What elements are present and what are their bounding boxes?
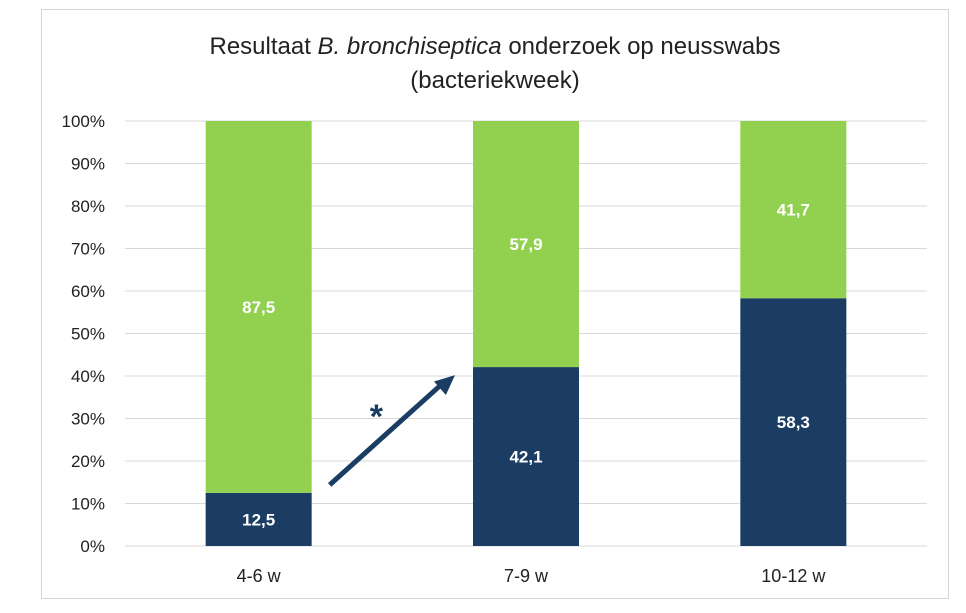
- bar-segment-1: [740, 298, 847, 546]
- title-italic: B. bronchiseptica: [317, 33, 502, 60]
- data-label: 42,1: [509, 448, 542, 467]
- arrow-head: [434, 375, 455, 396]
- y-tick-label: 60%: [71, 282, 105, 301]
- data-label: 12,5: [242, 510, 275, 529]
- bar-segment-1: [205, 492, 312, 546]
- y-tick-label: 90%: [71, 155, 105, 174]
- data-label: 87,5: [242, 298, 275, 317]
- data-label: 58,3: [777, 413, 810, 432]
- significance-marker: *: [370, 398, 384, 436]
- data-label: 41,7: [777, 201, 810, 220]
- annotation: *: [327, 375, 455, 487]
- y-tick-label: 70%: [71, 240, 105, 259]
- x-axis: 4-6 w 7-9 w 10-12 w: [237, 566, 827, 586]
- x-category-label: 7-9 w: [504, 566, 549, 586]
- chart-title: Resultaat B. bronchiseptica onderzoek op…: [41, 30, 949, 98]
- y-tick-label: 20%: [71, 452, 105, 471]
- title-suffix: onderzoek op neusswabs: [501, 33, 781, 60]
- y-tick-label: 10%: [71, 495, 105, 514]
- y-tick-label: 30%: [71, 410, 105, 429]
- y-tick-label: 0%: [80, 537, 105, 556]
- y-axis: 0% 10% 20% 30% 40% 50% 60% 70% 80% 90% 100%: [62, 112, 105, 556]
- bar-segment-2: [740, 121, 847, 299]
- x-category-label: 4-6 w: [237, 566, 282, 586]
- bar-segment-2: [473, 121, 579, 368]
- title-prefix: Resultaat: [209, 33, 318, 60]
- x-category-label: 10-12 w: [761, 566, 826, 586]
- bar-segment-2: [205, 121, 312, 493]
- y-tick-label: 100%: [62, 112, 105, 131]
- chart-subtitle: (bacteriekweek): [410, 67, 580, 94]
- bar-segment-1: [473, 367, 579, 546]
- y-tick-label: 40%: [71, 367, 105, 386]
- data-label: 57,9: [509, 235, 542, 254]
- y-tick-label: 80%: [71, 197, 105, 216]
- y-tick-label: 50%: [71, 325, 105, 344]
- arrow-line: [327, 381, 445, 487]
- bars: 12,5 87,5 42,1 57,9 58,3 41,7: [205, 121, 847, 546]
